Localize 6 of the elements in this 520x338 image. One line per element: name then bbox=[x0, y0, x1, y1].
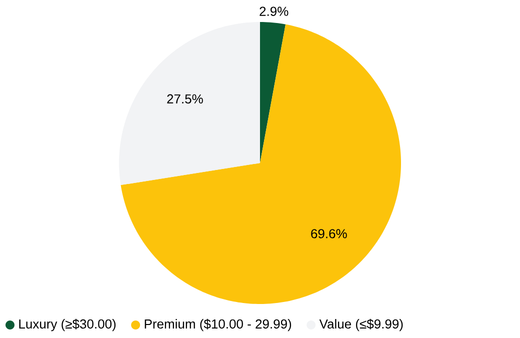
data-label: 27.5% bbox=[167, 94, 203, 104]
legend-label: Value (≤$9.99) bbox=[319, 318, 403, 332]
data-label: 69.6% bbox=[311, 229, 347, 238]
legend-label: Premium ($10.00 - 29.99) bbox=[144, 318, 292, 332]
legend-label: Luxury (≥$30.00) bbox=[19, 318, 116, 332]
data-label: 2.9% bbox=[260, 6, 288, 16]
